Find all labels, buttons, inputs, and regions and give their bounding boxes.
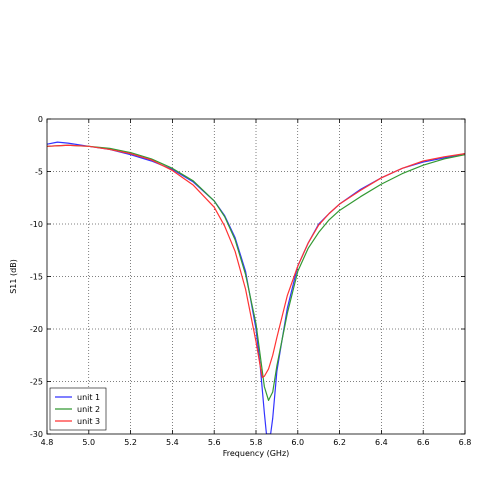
- series-line-unit-2: [47, 144, 465, 401]
- legend-label: unit 1: [77, 393, 100, 402]
- x-tick-label: 5.8: [250, 438, 263, 447]
- plot-lines: [47, 141, 465, 434]
- y-axis-label: S11 (dB): [9, 259, 18, 294]
- x-tick-label: 6.4: [375, 438, 388, 447]
- x-tick-label: 6.6: [417, 438, 430, 447]
- x-tick-label: 6.8: [459, 438, 472, 447]
- x-tick-label: 5.6: [208, 438, 221, 447]
- x-tick-label: 6.0: [291, 438, 304, 447]
- y-tick-label: -30: [30, 430, 43, 439]
- y-tick-label: -20: [30, 325, 43, 334]
- y-tick-label: -10: [30, 220, 43, 229]
- x-axis-label: Frequency (GHz): [223, 449, 290, 458]
- x-tick-label: 5.4: [166, 438, 179, 447]
- y-tick-label: -25: [30, 378, 43, 387]
- x-tick-label: 6.2: [333, 438, 346, 447]
- legend: unit 1 unit 2 unit 3: [49, 387, 107, 431]
- series-line-unit-3: [47, 144, 465, 378]
- y-tick-label: -15: [30, 273, 43, 282]
- x-tick-label: 4.8: [41, 438, 54, 447]
- legend-label: unit 2: [77, 405, 100, 414]
- x-tick-label: 5.2: [124, 438, 137, 447]
- ticks: 4.8 5.0 5.2 5.4 5.6 5.8 6.0 6.2 6.4 6.6 6.8 0 -5 -10 -…: [30, 115, 471, 447]
- x-tick-label: 5.0: [82, 438, 95, 447]
- y-tick-label: 0: [38, 115, 43, 124]
- legend-label: unit 3: [77, 417, 100, 426]
- y-tick-label: -5: [35, 168, 43, 177]
